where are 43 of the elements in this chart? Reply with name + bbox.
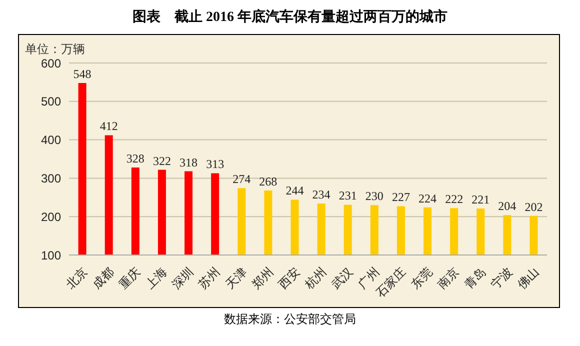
y-tick-label: 400 bbox=[40, 133, 62, 148]
y-tick-label: 200 bbox=[40, 210, 62, 224]
data-label: 224 bbox=[418, 191, 437, 206]
y-tick-label: 100 bbox=[40, 248, 62, 262]
x-tick-label: 成都 bbox=[90, 264, 117, 292]
x-tick-label: 重庆 bbox=[116, 264, 144, 292]
data-label: 227 bbox=[392, 190, 410, 204]
data-label: 202 bbox=[524, 200, 543, 214]
x-tick-label: 南京 bbox=[434, 264, 462, 292]
data-label: 204 bbox=[498, 199, 516, 214]
data-label: 244 bbox=[286, 184, 304, 198]
data-label: 268 bbox=[259, 174, 278, 188]
data-label: 318 bbox=[180, 155, 198, 170]
y-tick-label: 500 bbox=[40, 94, 62, 109]
x-tick-label: 青岛 bbox=[462, 264, 488, 292]
x-tick-label: 西安 bbox=[276, 264, 302, 292]
data-label: 231 bbox=[338, 188, 357, 203]
data-label: 222 bbox=[445, 192, 464, 206]
x-tick-label: 郑州 bbox=[249, 264, 276, 292]
data-label: 313 bbox=[206, 157, 224, 172]
x-tick-label: 佛山 bbox=[514, 264, 542, 292]
data-label: 221 bbox=[472, 192, 490, 207]
data-label: 328 bbox=[126, 151, 144, 166]
chart-title: 图表 截止 2016 年底汽车保有量超过两百万的城市 bbox=[132, 8, 448, 27]
data-label: 412 bbox=[100, 119, 118, 134]
y-axis-title: 单位：万辆 bbox=[25, 41, 85, 58]
source-note: 数据来源：公安部交管局 bbox=[223, 311, 357, 328]
data-label: 274 bbox=[232, 172, 251, 186]
y-tick-label: 600 bbox=[40, 56, 62, 70]
data-label: 230 bbox=[365, 189, 384, 204]
x-tick-label: 北京 bbox=[63, 264, 90, 292]
data-label: 234 bbox=[312, 188, 330, 202]
x-tick-label: 上海 bbox=[142, 264, 170, 292]
x-tick-label: 天津 bbox=[222, 264, 250, 292]
y-tick-label: 300 bbox=[40, 171, 62, 186]
x-tick-label: 杭州 bbox=[301, 264, 330, 292]
x-tick-label: 东莞 bbox=[408, 264, 436, 292]
x-tick-label: 武汉 bbox=[328, 264, 356, 292]
x-tick-label: 深圳 bbox=[169, 264, 196, 292]
x-tick-label: 宁波 bbox=[488, 264, 515, 292]
data-label: 322 bbox=[152, 154, 171, 168]
data-label: 548 bbox=[73, 66, 92, 81]
x-tick-label: 苏州 bbox=[196, 264, 223, 292]
